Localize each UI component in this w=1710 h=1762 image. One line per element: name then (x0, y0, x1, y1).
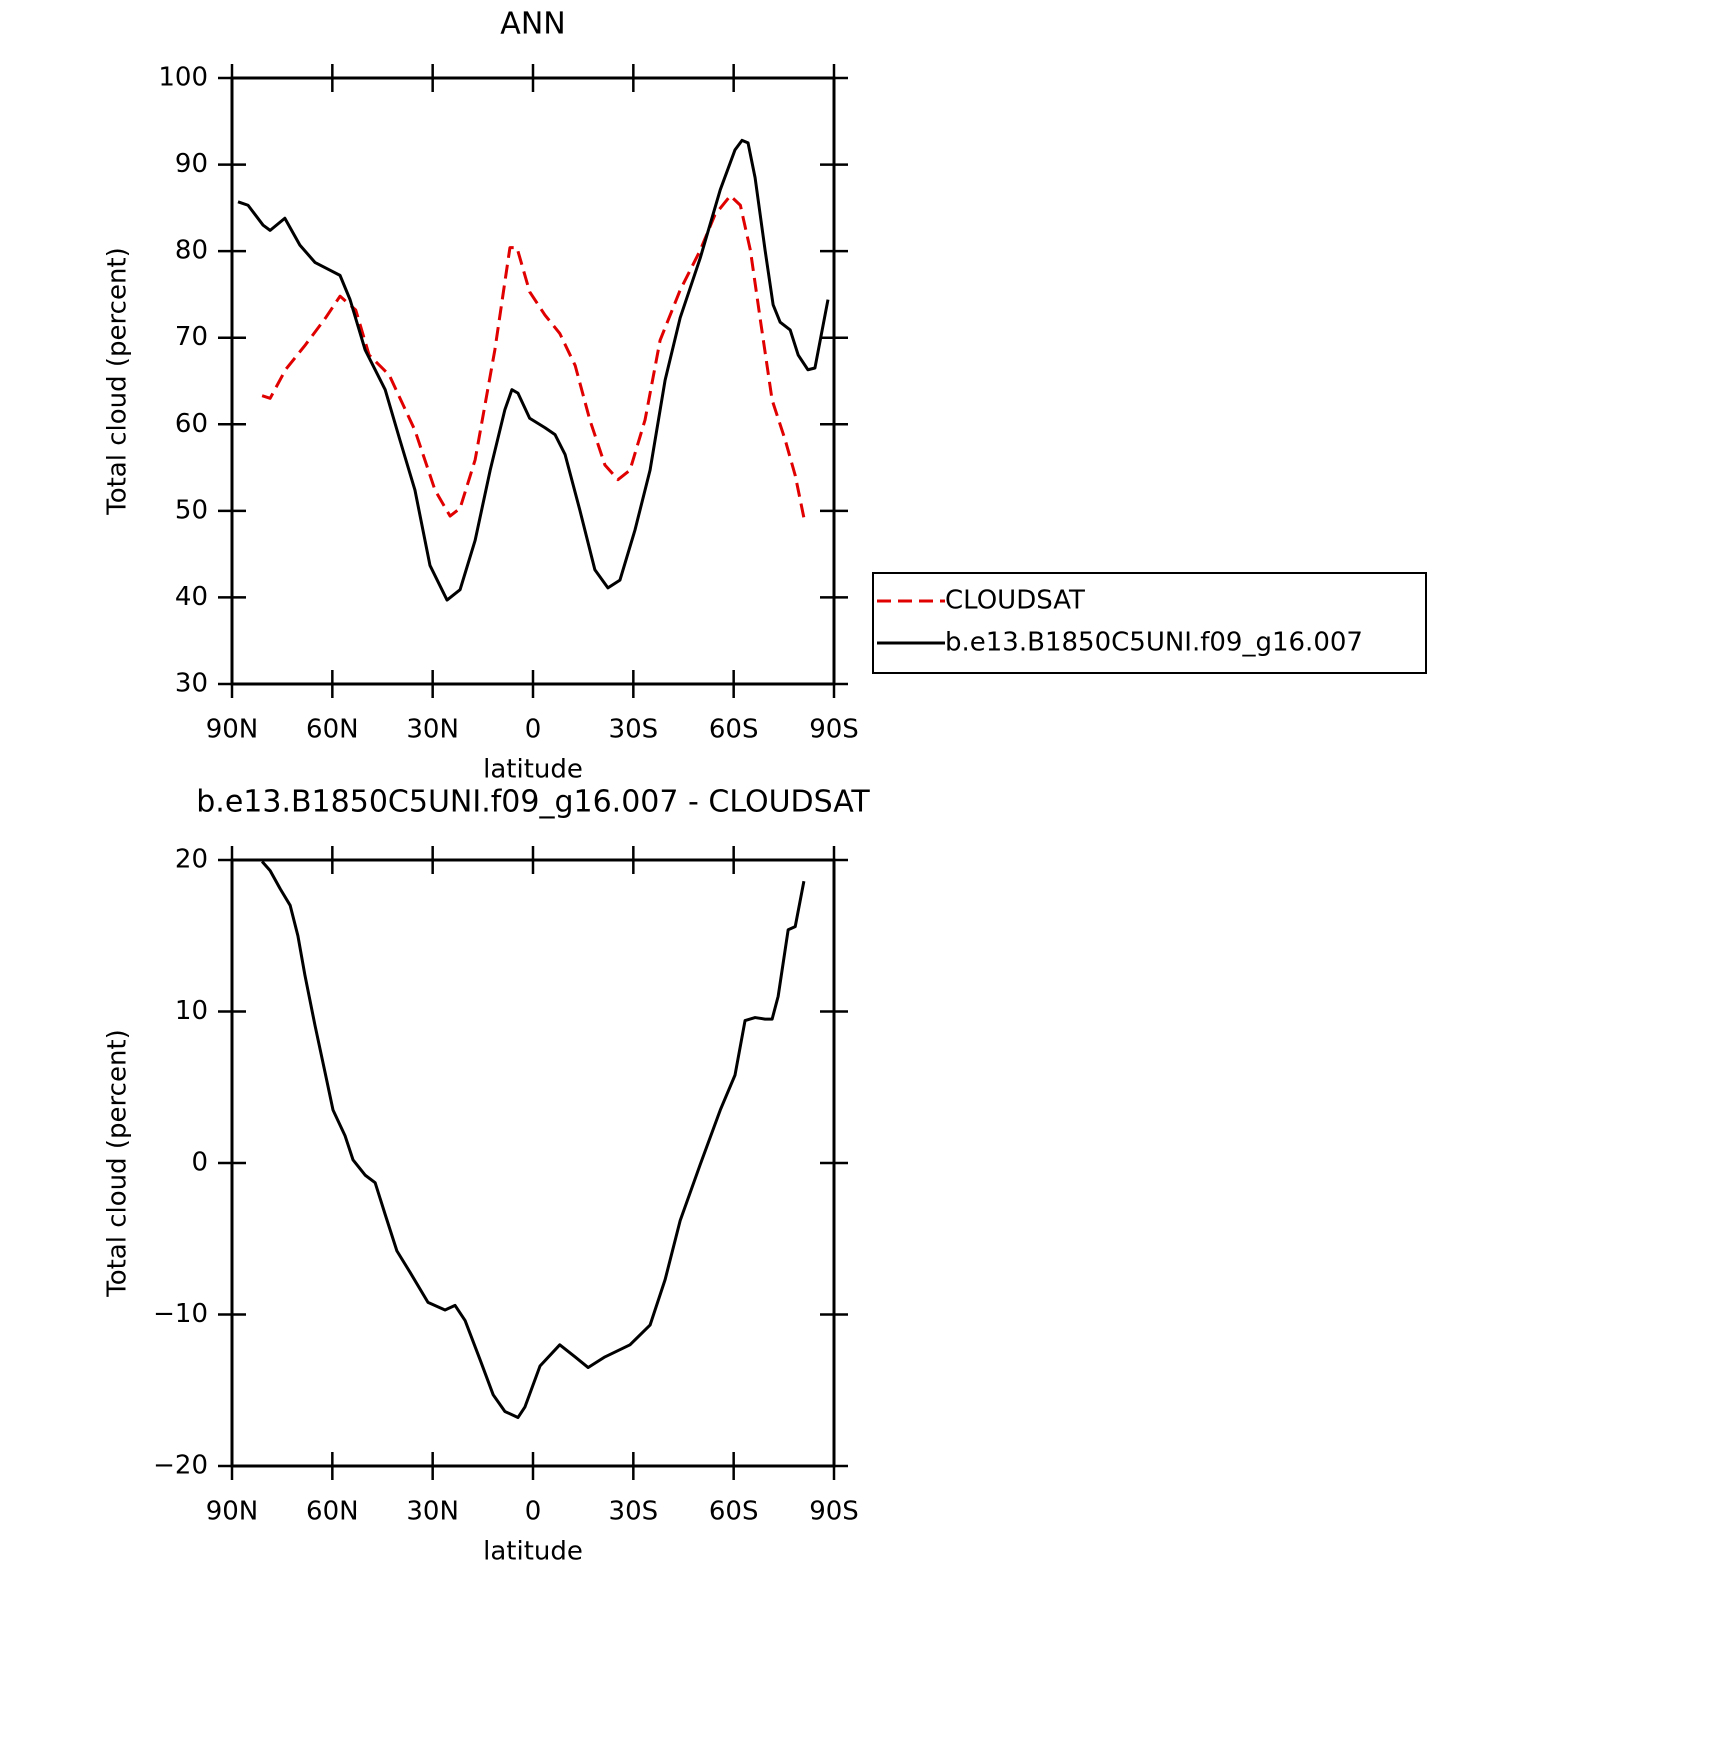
x-tick-label: 0 (525, 715, 542, 745)
x-tick-label: 60N (306, 1497, 359, 1527)
y-tick-label: 40 (175, 582, 208, 612)
chart-title: ANN (500, 7, 565, 42)
data-line (260, 860, 806, 1420)
legend-label: b.e13.B1850C5UNI.f09_g16.007 (945, 628, 1363, 658)
x-tick-label: 90N (206, 715, 259, 745)
y-axis-label: Total cloud (percent) (103, 1029, 133, 1298)
y-tick-label: 60 (175, 409, 208, 439)
x-tick-label: 90N (206, 1497, 259, 1527)
plot-frame (230, 76, 836, 686)
x-axis-label: latitude (483, 1537, 583, 1567)
y-tick-label: 90 (175, 149, 208, 179)
y-tick-label: 10 (175, 996, 208, 1026)
x-tick-label: 30S (609, 715, 659, 745)
legend-box (872, 572, 1427, 674)
y-tick-label: −10 (153, 1299, 208, 1329)
x-tick-label: 90S (809, 715, 859, 745)
x-tick-label: 90S (809, 1497, 859, 1527)
x-tick-label: 30S (609, 1497, 659, 1527)
y-tick-label: 30 (175, 669, 208, 699)
legend-label: CLOUDSAT (945, 586, 1085, 616)
x-axis-label: latitude (483, 755, 583, 785)
y-tick-label: 50 (175, 495, 208, 525)
x-tick-label: 60N (306, 715, 359, 745)
chart-title: b.e13.B1850C5UNI.f09_g16.007 - CLOUDSAT (196, 785, 870, 820)
x-tick-label: 60S (709, 1497, 759, 1527)
y-tick-label: 0 (191, 1148, 208, 1178)
y-tick-label: 70 (175, 322, 208, 352)
y-tick-label: 80 (175, 236, 208, 266)
x-tick-label: 0 (525, 1497, 542, 1527)
y-tick-label: 100 (158, 63, 208, 93)
x-tick-label: 60S (709, 715, 759, 745)
data-line (261, 194, 806, 519)
y-tick-label: 20 (175, 845, 208, 875)
y-tick-label: −20 (153, 1451, 208, 1481)
x-tick-label: 30N (406, 715, 459, 745)
y-axis-label: Total cloud (percent) (103, 247, 133, 516)
plot-frame (230, 858, 836, 1468)
x-tick-label: 30N (406, 1497, 459, 1527)
data-line (237, 138, 830, 602)
